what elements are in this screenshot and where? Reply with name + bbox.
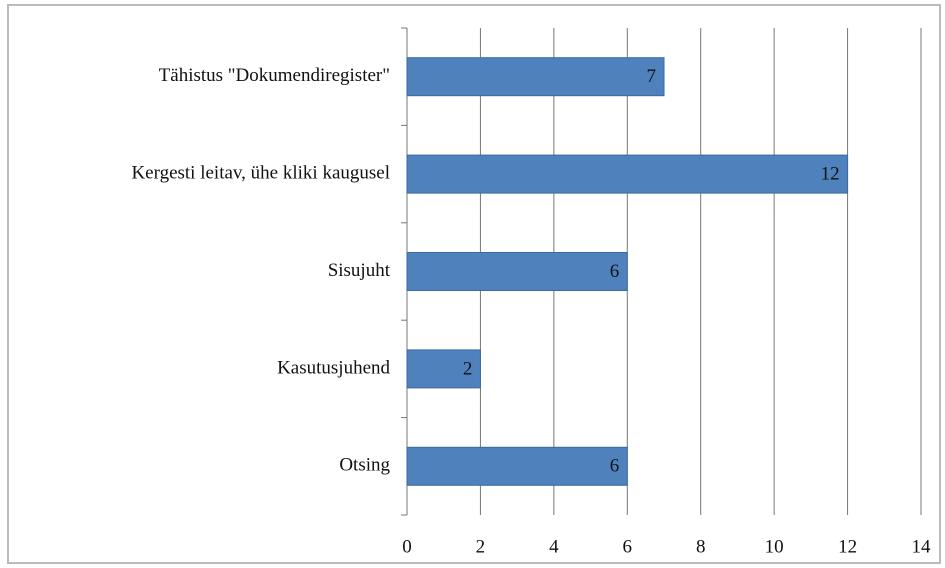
y-tick-label: Kasutusjuhend (277, 357, 390, 378)
x-tick-label: 6 (623, 536, 633, 557)
x-tick-label: 8 (696, 536, 706, 557)
bar (406, 57, 665, 97)
x-tick-label: 10 (765, 536, 784, 557)
x-tick-label: 2 (476, 536, 486, 557)
bar (406, 349, 481, 389)
x-tick-label: 12 (838, 536, 857, 557)
data-label: 6 (610, 456, 620, 477)
data-label: 6 (610, 261, 620, 282)
x-tick-label: 14 (912, 536, 932, 557)
y-tick-label: Kergesti leitav, ühe kliki kaugusel (131, 162, 390, 183)
y-tick-label: Sisujuht (328, 260, 391, 281)
y-tick-label: Otsing (339, 455, 390, 476)
y-tick-label: Tähistus "Dokumendiregister" (159, 65, 390, 86)
data-label: 12 (821, 163, 840, 184)
data-label: 2 (463, 358, 473, 379)
bar (406, 154, 849, 194)
data-label: 7 (647, 66, 657, 87)
bar (406, 446, 628, 486)
x-tick-label: 0 (402, 536, 412, 557)
bar (406, 252, 628, 291)
x-tick-label: 4 (549, 536, 559, 557)
